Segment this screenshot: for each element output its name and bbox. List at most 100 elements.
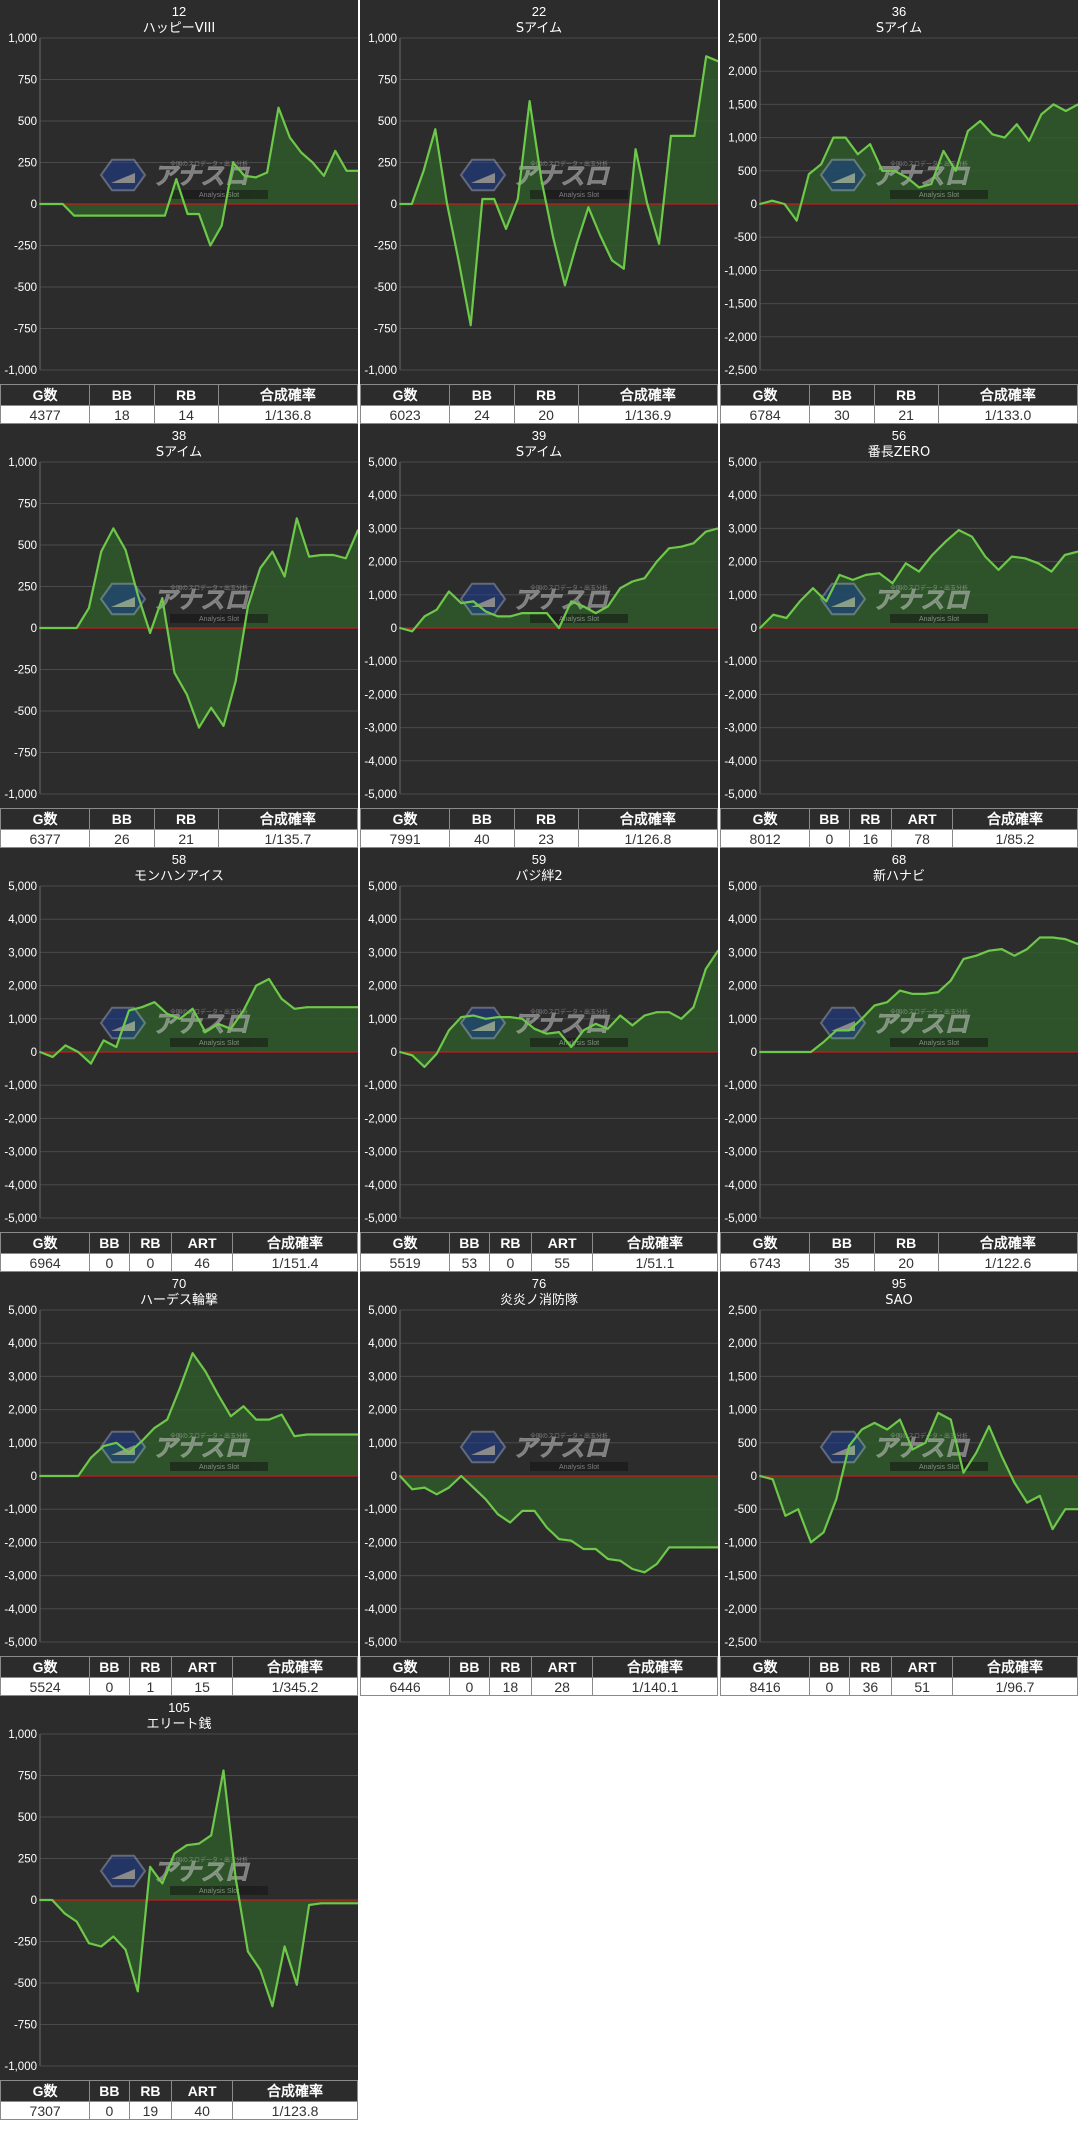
stats-header-cell: BB [89, 1232, 130, 1254]
profit-chart: 105 エリート銭 1,000 750 500 250 0 -250 -500 -750 -1,00… [0, 1696, 358, 2080]
stats-header-cell: ART [891, 808, 954, 830]
data-point [229, 1027, 232, 1030]
data-point [399, 627, 401, 629]
watermark-tagline: Analysis Slot [559, 1464, 599, 1471]
data-point [1063, 554, 1066, 556]
machine-number: 70 [172, 1276, 186, 1291]
data-point [472, 1014, 475, 1017]
logo-swoosh-icon [111, 597, 135, 607]
watermark-tagline-bar [170, 1038, 268, 1047]
profit-area [760, 1412, 1078, 1543]
watermark-top-text: 全国のスロデータ・出玉分析 [890, 160, 968, 168]
y-tick-label: -500 [14, 706, 37, 718]
stats-header-cell: RB [128, 1232, 173, 1254]
data-point [39, 203, 41, 205]
data-point [904, 562, 907, 565]
watermark-top-text: 全国のスロデータ・出玉分析 [170, 1008, 248, 1016]
data-point [153, 1426, 156, 1429]
stats-header-cell: 合成確率 [937, 384, 1079, 406]
stats-header-row: G数 BB RB 合成確率 [359, 384, 719, 406]
data-point [832, 136, 835, 139]
data-point [166, 1418, 169, 1421]
data-point [1028, 139, 1031, 142]
stats-value-cell: 1/126.8 [577, 829, 719, 848]
data-point [545, 1526, 548, 1529]
logo-swoosh-icon [831, 597, 855, 607]
data-point [204, 1031, 207, 1034]
data-point [886, 1428, 889, 1431]
data-point [191, 1007, 194, 1010]
data-point [288, 136, 291, 139]
data-point [75, 1920, 78, 1923]
data-point [95, 214, 98, 217]
machine-number: 59 [532, 852, 546, 867]
y-tick-label: -4,000 [4, 1604, 37, 1616]
stats-header-cell: RB [848, 1656, 893, 1678]
data-point [344, 1433, 347, 1436]
data-point [680, 1546, 683, 1549]
data-point [280, 1413, 283, 1416]
data-point [446, 203, 449, 205]
data-point [717, 60, 718, 63]
data-point [115, 1441, 118, 1444]
data-point [254, 176, 257, 179]
data-point [807, 173, 810, 176]
data-point [606, 1558, 609, 1560]
data-point [558, 1031, 560, 1034]
data-point [112, 1935, 115, 1938]
data-point [435, 1493, 438, 1496]
stats-header-cell: 合成確率 [577, 808, 719, 830]
data-point [966, 130, 969, 132]
data-point [1077, 103, 1078, 106]
stats-value-cell: 1/345.2 [232, 1677, 358, 1696]
y-tick-label: 1,000 [728, 1405, 757, 1417]
watermark-tagline-bar [530, 1038, 628, 1047]
y-tick-label: -4,000 [364, 1604, 397, 1616]
logo-hexagon-icon [99, 1854, 147, 1888]
data-point [582, 605, 585, 608]
watermark-top-text: 全国のスロデータ・出玉分析 [530, 1432, 608, 1440]
data-point [812, 587, 814, 590]
profit-chart: 38 Sアイム 1,000 750 500 250 0 -250 -500 -750 -1,000 全… [0, 424, 358, 808]
data-point [331, 1006, 334, 1009]
machine-panel: 59 バジ絆2 5,000 4,000 3,000 2,000 1,000 0 -1,000 -2… [359, 848, 718, 1272]
data-point [460, 602, 463, 605]
data-point [185, 693, 188, 696]
logo-hexagon-icon [99, 1006, 147, 1040]
stats-value-cell: 46 [171, 1253, 234, 1272]
stats-value-cell: 16 [848, 829, 893, 848]
machine-number: 38 [172, 428, 186, 443]
data-point [717, 1546, 718, 1549]
data-point [102, 1039, 105, 1042]
y-tick-label: 750 [378, 75, 397, 87]
data-point [277, 106, 280, 109]
y-tick-label: 2,000 [8, 981, 37, 993]
stats-value-cell: 1/133.0 [937, 405, 1079, 424]
data-point [198, 1842, 200, 1845]
stats-header-cell: G数 [0, 2080, 91, 2102]
y-tick-label: 750 [18, 499, 37, 511]
stats-header-cell: G数 [359, 808, 451, 830]
data-point [680, 1017, 683, 1020]
watermark-tagline-bar [170, 614, 268, 623]
stats-value-cell: 1/122.6 [937, 1253, 1079, 1272]
data-point [435, 608, 438, 611]
data-point [809, 1051, 812, 1053]
watermark-tagline: Analysis Slot [559, 1040, 599, 1047]
data-point [692, 542, 695, 545]
stats-header-cell: G数 [359, 1656, 451, 1678]
watermark-tagline-bar [890, 1038, 988, 1047]
data-point [771, 1051, 774, 1053]
watermark-top-text: 全国のスロデータ・出玉分析 [530, 584, 608, 592]
data-point [954, 169, 957, 172]
data-point [668, 1011, 671, 1014]
data-point [869, 143, 872, 146]
data-point [1051, 936, 1054, 939]
stats-value-cell: 0 [449, 1677, 490, 1696]
data-point [141, 214, 144, 217]
data-point [149, 632, 152, 634]
data-point [898, 989, 901, 992]
data-point [51, 627, 54, 629]
